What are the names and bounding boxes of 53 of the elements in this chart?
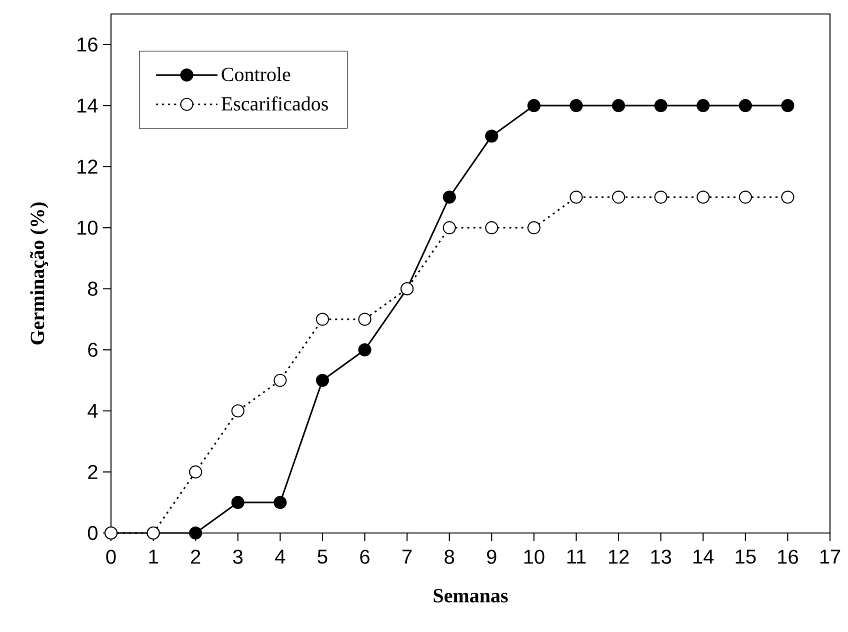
- point: [316, 374, 330, 387]
- point: [358, 343, 372, 356]
- x-tick-label: 10: [524, 550, 544, 564]
- x-tick-label: 6: [360, 550, 370, 564]
- x-tick-label: 7: [402, 550, 412, 564]
- y-tick-label: 12: [78, 160, 98, 174]
- point: [654, 190, 668, 204]
- x-tick-label: 12: [608, 550, 629, 564]
- y-tick-label: 4: [88, 404, 98, 418]
- y-tick-label: 0: [88, 526, 98, 540]
- x-tick-label: 9: [487, 550, 496, 564]
- y-tick-label: 8: [88, 282, 98, 296]
- x-tick-label: 13: [651, 550, 672, 564]
- y-tick-label: 16: [78, 37, 98, 52]
- x-tick-label: 0: [106, 550, 116, 564]
- x-tick-label: 5: [318, 550, 328, 564]
- point: [527, 99, 540, 112]
- point: [316, 312, 330, 326]
- x-tick-label: 14: [694, 550, 714, 564]
- y-tick-label: 2: [88, 464, 98, 479]
- x-tick-label: 1: [149, 550, 158, 564]
- point: [442, 190, 456, 204]
- point: [189, 465, 202, 478]
- x-axis-title: Semanas: [434, 589, 508, 602]
- x-tick-label: 2: [191, 550, 200, 564]
- point: [654, 99, 668, 112]
- point: [231, 404, 244, 418]
- x-tick-label: 3: [233, 550, 243, 564]
- point: [570, 99, 583, 112]
- x-tick-label: 16: [778, 550, 798, 564]
- legend-label: Controle: [222, 67, 290, 82]
- x-tick-label: 15: [736, 550, 756, 564]
- point: [696, 99, 710, 112]
- point: [738, 99, 752, 112]
- point: [274, 374, 287, 387]
- legend-label: Escarificados: [222, 96, 328, 111]
- point: [612, 190, 626, 204]
- point: [570, 190, 583, 204]
- x-tick-label: 11: [567, 550, 586, 564]
- point: [231, 496, 244, 510]
- point: [781, 99, 794, 112]
- y-axis-title: Germinação (%): [30, 202, 48, 344]
- y-tick-label: 6: [88, 342, 98, 357]
- point: [612, 99, 626, 112]
- x-tick-label: 8: [444, 550, 454, 564]
- point: [274, 496, 287, 510]
- x-tick-label: 4: [275, 550, 286, 564]
- y-tick-label: 14: [78, 98, 98, 112]
- point: [358, 312, 372, 326]
- x-tick-label: 17: [820, 550, 840, 564]
- point: [189, 526, 202, 540]
- y-tick-label: 10: [78, 220, 98, 235]
- point: [485, 130, 498, 143]
